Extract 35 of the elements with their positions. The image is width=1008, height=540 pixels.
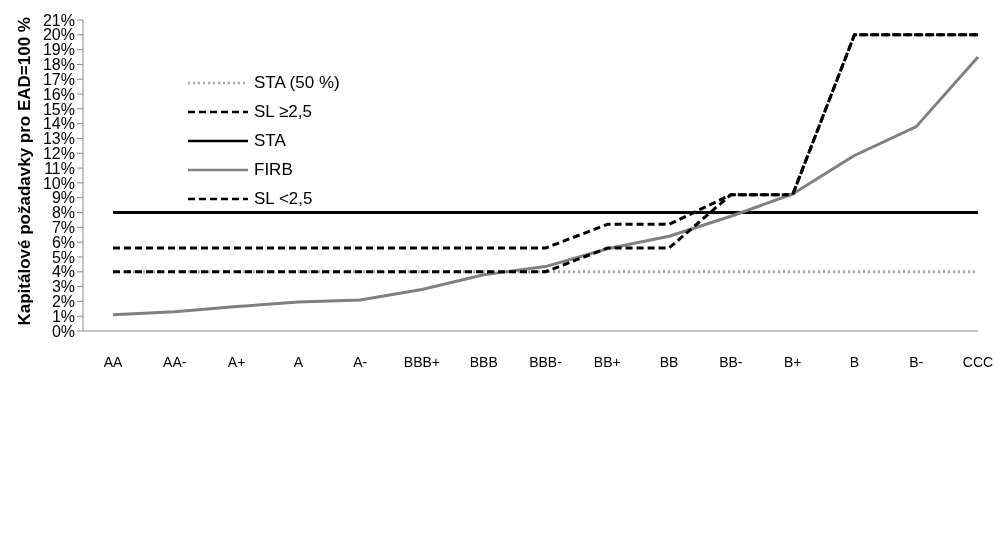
legend-label: STA (50 %) (254, 72, 340, 93)
y-tick-label: 21% (42, 11, 75, 29)
legend-label: STA (254, 130, 286, 151)
legend-label: SL <2,5 (254, 188, 313, 209)
y-tick-label: 16% (42, 85, 75, 103)
y-tick-label: 11% (44, 159, 75, 177)
y-tick-label: 8% (51, 204, 75, 222)
x-tick-label: BBB+ (403, 353, 441, 370)
x-tick-label: A (293, 353, 304, 370)
y-tick-label: 3% (51, 278, 75, 296)
x-tick-label: BBB (469, 353, 498, 370)
y-tick-label: 19% (42, 41, 75, 59)
x-tick-label: AA- (163, 353, 187, 370)
y-tick-label: 20% (42, 26, 75, 44)
x-tick-label: A- (353, 353, 368, 370)
x-tick-label: BB (659, 353, 679, 370)
y-tick-label: 4% (51, 263, 75, 281)
y-tick-label: 14% (42, 115, 75, 133)
y-axis-title: Kapitálové požadavky pro EAD=100 % (15, 17, 35, 326)
x-tick-label: A+ (227, 353, 246, 370)
x-tick-label: CCC (962, 353, 994, 370)
x-tick-label: B+ (783, 353, 802, 370)
x-tick-label: AA (103, 353, 123, 370)
y-tick-label: 10% (42, 174, 75, 192)
x-tick-label: BB+ (593, 353, 621, 370)
x-tick-label: B (849, 353, 860, 370)
legend-label: FIRB (254, 159, 293, 180)
y-tick-label: 5% (51, 248, 75, 266)
x-tick-label: B- (909, 353, 924, 370)
y-tick-label: 15% (42, 100, 75, 118)
x-tick-label: BBB- (529, 353, 563, 370)
legend-label: SL ≥2,5 (254, 101, 312, 122)
x-tick-label: BB- (719, 353, 743, 370)
y-tick-label: 9% (51, 189, 75, 207)
y-tick-label: 0% (51, 322, 75, 340)
